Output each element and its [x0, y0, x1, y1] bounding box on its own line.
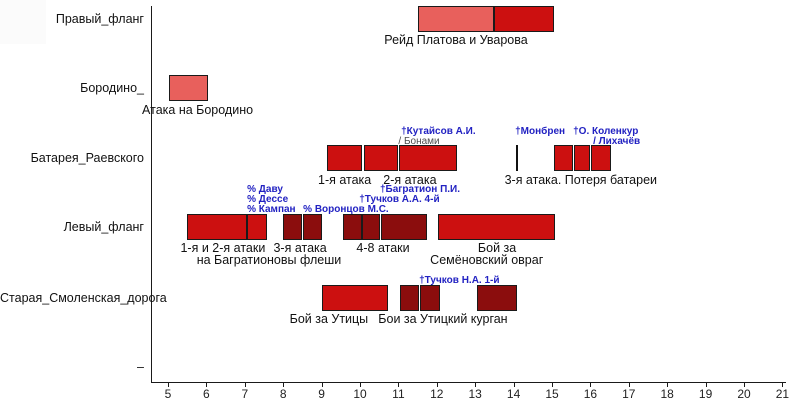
- x-tick-label: 5: [164, 387, 172, 400]
- casualty-annotation: % Даву: [247, 184, 283, 195]
- row-label: –: [137, 360, 144, 374]
- bar-caption: 2-я атака: [383, 172, 437, 187]
- bar-caption: 4-8 атаки: [356, 241, 410, 255]
- x-tick: [744, 382, 745, 387]
- y-axis-line: [151, 6, 152, 382]
- x-tick-label: 11: [392, 387, 405, 400]
- corner-artifact: [0, 0, 46, 44]
- casualty-annotation: / Бонами: [398, 135, 440, 147]
- x-tick-label: 12: [430, 387, 444, 400]
- gantt-bar-segment: [186, 213, 247, 240]
- bar-caption: Атака на Бородино: [142, 102, 254, 117]
- x-tick: [513, 382, 515, 387]
- gantt-bar-segment: [362, 213, 380, 240]
- x-tick: [436, 382, 438, 387]
- x-tick: [552, 382, 553, 387]
- gantt-bar-segment: [591, 145, 611, 171]
- row-label: Правый_фланг: [55, 11, 144, 26]
- gantt-bar-segment: [573, 145, 591, 171]
- gantt-bar-segment: [476, 284, 517, 311]
- casualty-annotation: / Лихачёв: [593, 135, 641, 147]
- x-axis-line: [151, 382, 786, 383]
- x-tick: [206, 382, 208, 387]
- bar-caption: Бой за: [477, 241, 517, 255]
- x-tick-label: 7: [241, 387, 249, 400]
- gantt-bar-segment: [399, 284, 419, 311]
- casualty-annotation: †Монбрен: [515, 125, 566, 137]
- casualty-annotation: % Дессе: [247, 194, 289, 205]
- gantt-bar-segment: [438, 213, 555, 240]
- gantt-bar-segment: [247, 213, 268, 240]
- gantt-bar-segment: [363, 145, 399, 171]
- x-tick-label: 8: [279, 387, 287, 400]
- x-tick-label: 14: [506, 387, 521, 400]
- gantt-bar-segment: [327, 145, 362, 171]
- x-tick: [782, 382, 784, 387]
- bar-caption: 3-я атака. Потеря батареи: [504, 172, 658, 187]
- x-tick-label: 6: [203, 387, 210, 400]
- gantt-bar-segment: [419, 284, 440, 311]
- x-tick-label: 19: [698, 387, 713, 400]
- x-tick-label: 18: [660, 387, 674, 400]
- x-tick: [360, 382, 361, 387]
- x-tick-label: 10: [353, 387, 367, 400]
- gantt-bar-segment: [169, 75, 209, 101]
- x-tick: [628, 382, 630, 387]
- row-label: Бородино_: [80, 81, 144, 95]
- x-tick: [244, 382, 246, 387]
- event-marker: [515, 145, 518, 171]
- gantt-bar-segment: [417, 5, 495, 32]
- x-tick-label: 17: [622, 387, 636, 400]
- x-tick: [168, 382, 169, 387]
- gantt-bar-segment: [303, 213, 322, 240]
- gantt-bar-segment: [342, 213, 362, 240]
- casualty-annotation: % Кампан: [247, 204, 296, 215]
- x-tick-label: 13: [468, 387, 482, 400]
- casualty-annotation: †Тучков Н.А. 1-й: [419, 275, 500, 286]
- row-label: Старая_Смоленская_дорога: [0, 290, 167, 305]
- bar-caption: 1-я и 2-я атаки: [180, 241, 266, 255]
- bar-caption: на Багратионовы флеши: [196, 253, 342, 267]
- bar-caption: 1-я атака: [317, 172, 372, 187]
- x-tick: [705, 382, 707, 387]
- x-tick: [590, 382, 592, 387]
- gantt-bar-segment: [399, 145, 458, 171]
- gantt-bar-segment: [494, 5, 554, 32]
- gantt-bar-segment: [322, 284, 389, 311]
- x-tick: [321, 382, 323, 387]
- x-tick-label: 20: [737, 387, 751, 400]
- bar-caption: Бои за Утицкий курган: [378, 312, 508, 326]
- x-tick-label: 15: [545, 387, 559, 400]
- x-tick-label: 9: [318, 387, 325, 400]
- gantt-bar-segment: [283, 213, 303, 240]
- gantt-bar-segment: [553, 145, 574, 171]
- x-tick: [398, 382, 400, 387]
- bar-caption: Семёновский овраг: [430, 253, 544, 267]
- bar-caption: 3-я атака: [273, 241, 327, 255]
- row-label: Левый_фланг: [63, 219, 144, 234]
- gantt-bar-segment: [380, 213, 427, 240]
- x-tick: [283, 382, 285, 387]
- casualty-annotation: †Кутайсов А.И.: [401, 125, 476, 137]
- casualty-annotation: †Багратион П.И.: [379, 184, 461, 195]
- casualty-annotation: †О. Коленкур: [573, 125, 639, 137]
- bar-caption: Бой за Утицы: [289, 312, 369, 326]
- x-tick-label: 16: [583, 387, 598, 400]
- bar-caption: Рейд Платова и Уварова: [384, 33, 528, 47]
- x-tick: [667, 382, 669, 387]
- row-label: Батарея_Раевского: [30, 151, 144, 165]
- casualty-annotation: % Воронцов М.С.: [303, 204, 389, 215]
- x-tick-label: 21: [775, 387, 790, 400]
- casualty-annotation: †Тучков А.А. 4-й: [359, 194, 440, 205]
- x-tick: [475, 382, 477, 387]
